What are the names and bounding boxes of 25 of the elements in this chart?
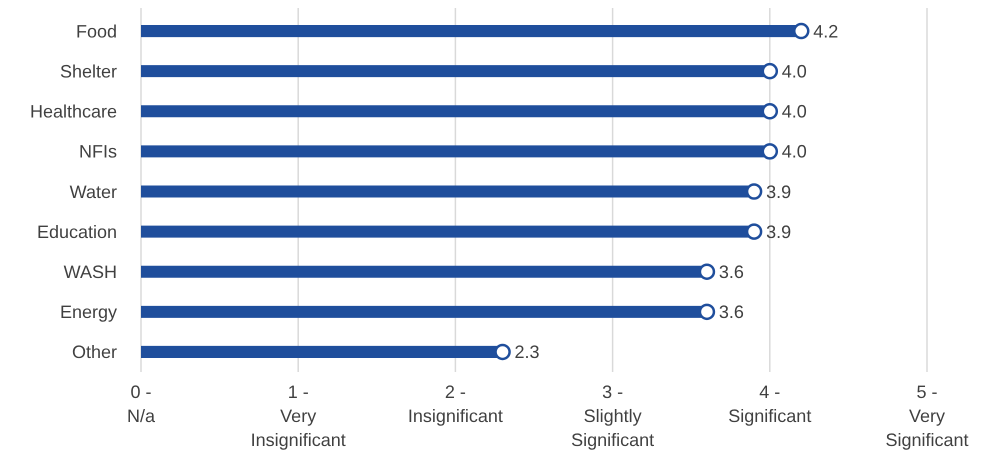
x-tick-label: 0 - N/a (126, 382, 156, 426)
data-label: 4.2 (813, 21, 838, 42)
x-tick-label: 4 - Significant (728, 382, 812, 426)
data-label: 3.9 (766, 182, 792, 202)
data-label: 2.3 (514, 342, 540, 362)
y-tick-label: Shelter (60, 61, 117, 82)
y-tick-label: Education (36, 222, 117, 242)
data-label: 4.0 (782, 142, 807, 162)
x-tick-label: 1 - Very Insignificant (250, 382, 346, 450)
y-tick-label: Healthcare (30, 102, 117, 122)
y-tick-label: NFIs (79, 142, 117, 162)
data-label: 3.6 (718, 302, 744, 322)
data-label: 3.9 (766, 222, 792, 242)
y-tick-label: Food (76, 21, 117, 42)
data-label: 4.0 (782, 102, 807, 122)
y-tick-label: WASH (64, 262, 117, 282)
y-tick-label: Other (72, 342, 117, 362)
x-tick-label: 2 - Insignificant (408, 382, 503, 426)
data-label: 3.6 (718, 262, 744, 282)
x-tick-label: 3 - Slightly Significant (571, 382, 654, 450)
y-tick-label: Energy (60, 302, 117, 322)
data-label: 4.0 (782, 61, 807, 82)
x-tick-label: 5 - Very Significant (885, 382, 969, 450)
y-tick-label: Water (70, 182, 117, 202)
point (762, 143, 778, 160)
